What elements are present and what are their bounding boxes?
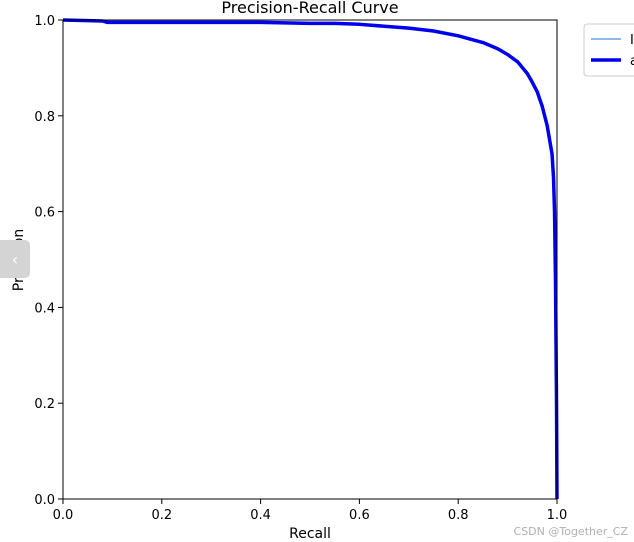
legend: I a [583,23,634,77]
y-tick-label: 0.8 [34,110,55,125]
x-tick-label: 1.0 [547,508,568,523]
watermark: CSDN @Together_CZ [513,525,628,538]
plot-area [62,18,559,500]
plot-frame [62,19,558,500]
y-tick-label: 0.2 [34,397,55,412]
y-tick-label: 0.0 [34,493,55,508]
series-line-2 [62,18,559,500]
chart-title: Precision-Recall Curve [221,0,398,17]
collapse-side-tab[interactable]: ‹ [0,240,30,278]
chevron-left-icon: ‹ [11,249,19,269]
y-tick-label: 1.0 [34,14,55,29]
x-tick-label: 0.4 [250,508,271,523]
x-axis: 0.0 0.2 0.4 0.6 0.8 1.0 [53,499,568,523]
y-tick-label: 0.4 [34,301,55,316]
x-tick-label: 0.0 [53,508,74,523]
x-tick-label: 0.8 [448,508,469,523]
x-tick-label: 0.2 [151,508,172,523]
x-axis-label: Recall [289,526,331,542]
y-axis: 0.0 0.2 0.4 0.6 0.8 1.0 [34,14,63,508]
y-tick-label: 0.6 [34,206,55,221]
legend-box [583,23,634,77]
series-line-1 [62,19,558,500]
legend-label-series-1: I [630,33,634,48]
legend-label-series-2: a [630,54,634,69]
x-tick-label: 0.6 [349,508,370,523]
